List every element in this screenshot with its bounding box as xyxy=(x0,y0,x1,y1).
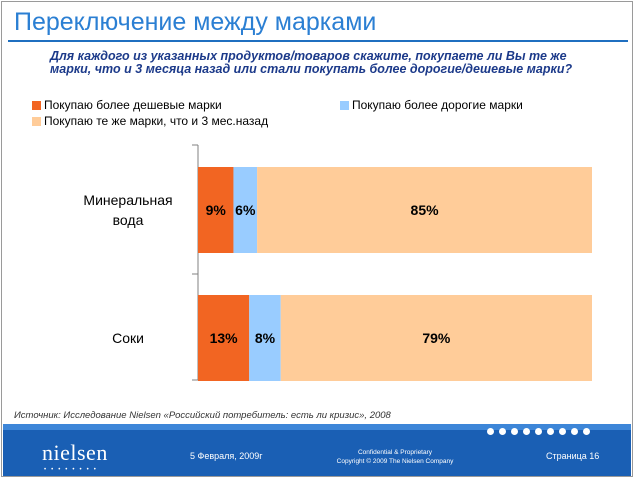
bar-segment-same xyxy=(280,295,592,381)
legend-item-pricier: Покупаю более дорогие марки xyxy=(340,98,523,112)
confidential-line-1: Confidential & Proprietary xyxy=(357,449,433,456)
logo-dots-decoration: •••••••• xyxy=(44,467,101,473)
source-note: Источник: Исследование Nielsen «Российск… xyxy=(14,410,391,421)
footer-dot xyxy=(559,428,566,435)
legend-item-cheaper: Покупаю более дешевые марки xyxy=(32,98,222,112)
data-label: 85% xyxy=(411,202,440,218)
footer-dot xyxy=(583,428,590,435)
category-label: Минеральная xyxy=(83,192,172,208)
legend-item-same: Покупаю те же марки, что и 3 мес.назад xyxy=(32,114,268,128)
footer-dot xyxy=(535,428,542,435)
footer-confidential: Confidential & Proprietary Copyright © 2… xyxy=(310,448,480,466)
bar-segment-cheaper xyxy=(198,295,250,381)
footer-dot xyxy=(571,428,578,435)
footer-dot xyxy=(547,428,554,435)
title-underline xyxy=(8,40,628,42)
footer-date: 5 Февраля, 2009г xyxy=(190,451,263,461)
data-label: 13% xyxy=(210,330,239,346)
bar-segment-same xyxy=(257,167,592,253)
footer-dot xyxy=(511,428,518,435)
bar-segment-cheaper xyxy=(198,167,234,253)
category-label: вода xyxy=(113,212,144,228)
footer-dot xyxy=(499,428,506,435)
survey-question: Для каждого из указанных продуктов/товар… xyxy=(50,49,573,76)
data-label: 79% xyxy=(422,330,451,346)
slide-title: Переключение между марками xyxy=(14,8,377,36)
nielsen-logo: nielsen xyxy=(42,440,108,465)
data-label: 8% xyxy=(255,330,276,346)
legend-label-same: Покупаю те же марки, что и 3 мес.назад xyxy=(44,114,269,128)
footer-dots xyxy=(487,428,590,435)
bar-segment-pricier xyxy=(233,167,258,253)
legend-label-cheaper: Покупаю более дешевые марки xyxy=(44,98,222,112)
footer-dot xyxy=(487,428,494,435)
legend-label-pricier: Покупаю более дорогие марки xyxy=(352,98,523,112)
bar-segment-pricier xyxy=(249,295,281,381)
page-number: Страница 16 xyxy=(546,451,600,461)
legend-swatch-pricier xyxy=(340,100,349,110)
legend-swatch-cheaper xyxy=(32,100,41,110)
data-label: 6% xyxy=(235,202,256,218)
confidential-line-2: Copyright © 2009 The Nielsen Company xyxy=(336,458,454,465)
category-label: Соки xyxy=(112,330,144,346)
footer-dot xyxy=(523,428,530,435)
data-label: 9% xyxy=(206,202,227,218)
legend-swatch-same xyxy=(32,116,41,126)
